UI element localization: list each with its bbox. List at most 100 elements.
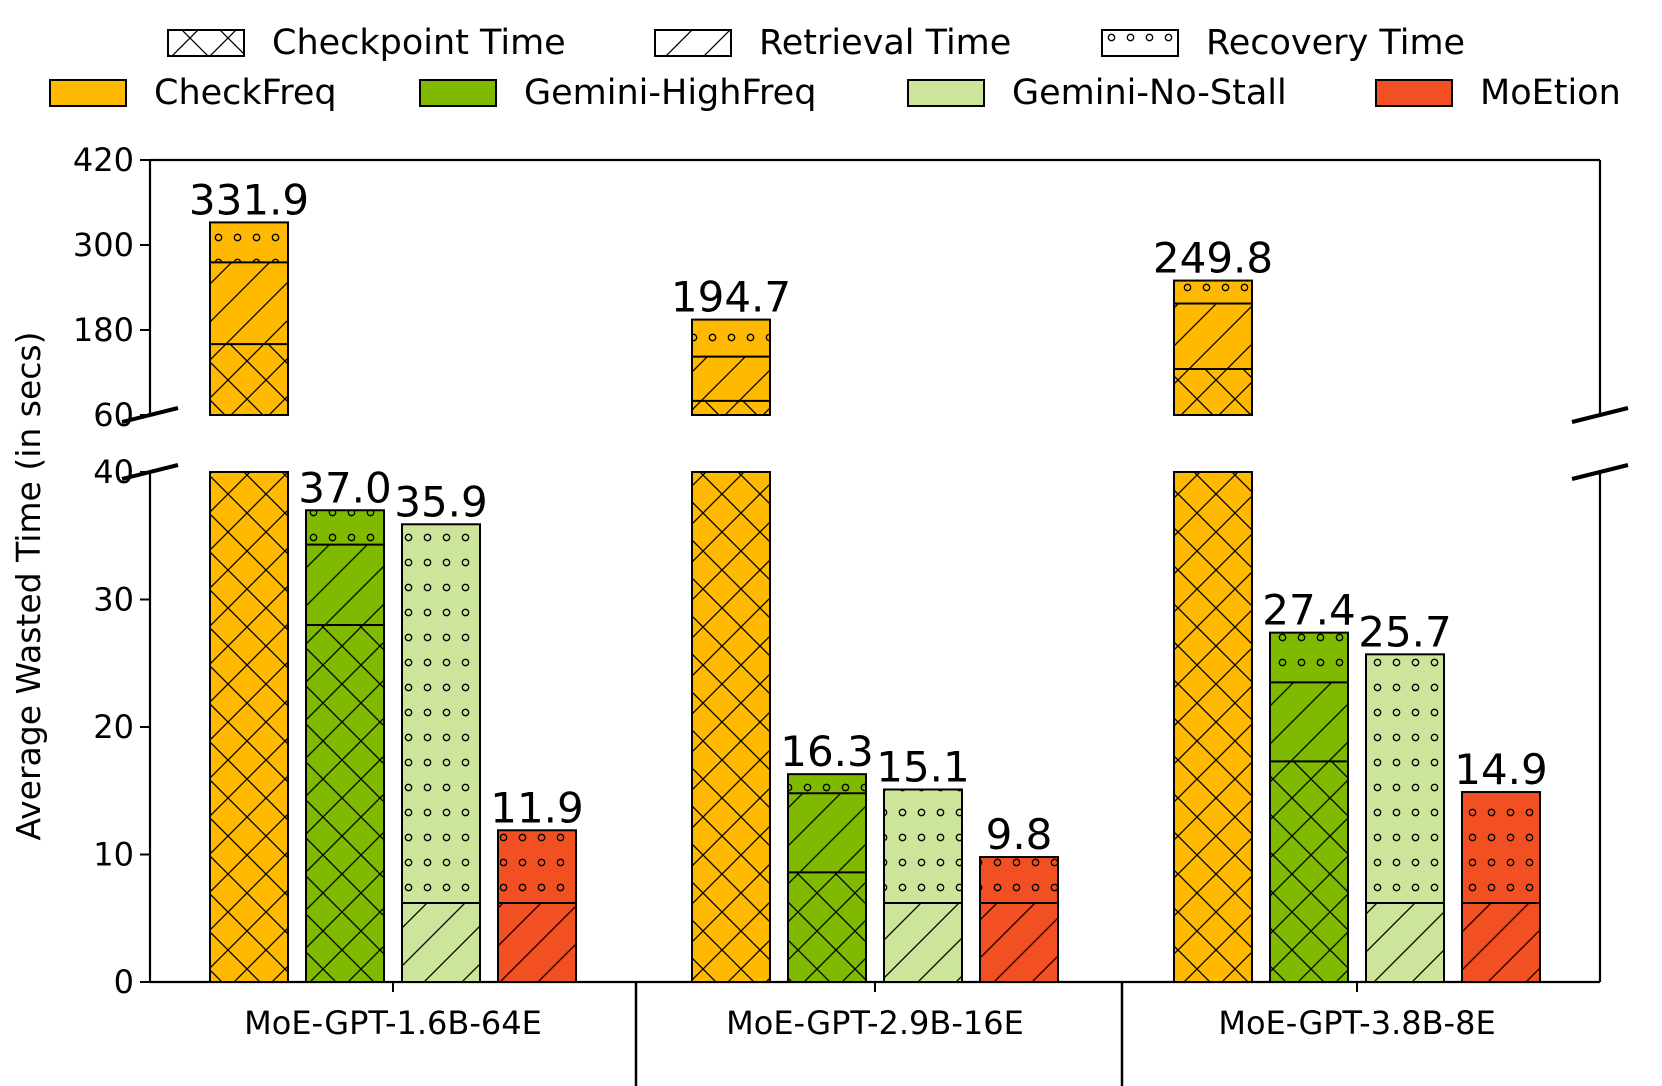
legend-label-series: CheckFreq (154, 73, 337, 113)
bar-upper-outline (209, 221, 289, 416)
bar-segment-retrieval-hatch (1366, 902, 1444, 982)
bar-lower-segment-hatch (1174, 472, 1252, 982)
legend-swatch-recovery (1101, 29, 1179, 57)
bar-segment-recovery-hatch (210, 222, 288, 263)
bar-value-label: 331.9 (189, 175, 309, 224)
y-tick-label: 20 (93, 708, 134, 746)
bar: 11.9 (490, 783, 584, 984)
bar-value-label: 15.1 (876, 742, 970, 791)
legend-swatch-series (49, 79, 127, 107)
bar-segment-retrieval-hatch (1174, 303, 1252, 369)
legend-item-series: MoEtion (1375, 73, 1621, 113)
legend-label-series: Gemini-No-Stall (1012, 73, 1287, 113)
y-tick-label: 420 (73, 141, 134, 179)
legend: Checkpoint Time Retrieval Time Recovery Ti… (49, 23, 1621, 113)
legend-item-recovery: Recovery Time (1101, 23, 1465, 63)
bar-outline (401, 523, 481, 984)
bar-outline (497, 829, 577, 984)
bar-segment-checkpoint-hatch (1174, 368, 1252, 415)
bar-segment-checkpoint-hatch (1270, 761, 1348, 982)
bar-value-label: 194.7 (671, 273, 791, 322)
category-axis: MoE-GPT-1.6B-64E MoE-GPT-2.9B-16E MoE-GPT-… (244, 982, 1496, 1086)
legend-label-checkpoint: Checkpoint Time (272, 23, 566, 63)
bar-segment-checkpoint-hatch (692, 400, 770, 415)
bar-segment-retrieval-hatch (980, 902, 1058, 982)
bar-segment-retrieval-hatch (884, 902, 962, 982)
bar-segment-recovery-hatch (884, 789, 962, 903)
bar-outline (979, 856, 1059, 983)
y-tick-label: 300 (73, 226, 134, 264)
bars: 331.9 37.0 35.9 11.9 194.7 16.3 15.1 9.8 249.8 27… (189, 175, 1548, 984)
legend-swatch-retrieval (654, 29, 732, 57)
bar-segment-recovery-hatch (1270, 632, 1348, 683)
bar-value-label: 27.4 (1262, 586, 1356, 635)
bar-segment-recovery-hatch (1366, 654, 1444, 903)
legend-item-checkpoint: Checkpoint Time (167, 23, 566, 63)
bar-segment-recovery-hatch (498, 830, 576, 903)
bar-segment-retrieval-hatch (210, 262, 288, 345)
bar-segment-retrieval-hatch (788, 793, 866, 873)
bar-segment-recovery-hatch (1462, 792, 1540, 903)
bar-value-label: 16.3 (780, 727, 874, 776)
bar-segment-recovery-hatch (1174, 280, 1252, 304)
legend-label-series: MoEtion (1480, 73, 1621, 113)
bar: 249.8 (1153, 234, 1273, 983)
x-tick-label: MoE-GPT-3.8B-8E (1218, 1004, 1495, 1042)
y-tick-label: 0 (114, 963, 134, 1001)
x-tick-label: MoE-GPT-1.6B-64E (244, 1004, 542, 1042)
legend-item-retrieval: Retrieval Time (654, 23, 1011, 63)
bar-segment-recovery-hatch (402, 524, 480, 903)
legend-label-retrieval: Retrieval Time (759, 23, 1011, 63)
bar-segment-checkpoint-hatch (210, 344, 288, 415)
bar: 194.7 (671, 273, 791, 983)
x-tick-label: MoE-GPT-2.9B-16E (726, 1004, 1024, 1042)
bar: 37.0 (298, 463, 392, 983)
bar: 331.9 (189, 175, 309, 983)
bar-segment-retrieval-hatch (692, 356, 770, 401)
bar: 15.1 (876, 742, 970, 983)
bar-lower-outline (209, 471, 289, 983)
upper-axis-panel: 60 180 300 420 (73, 141, 1629, 434)
bar-outline (1269, 631, 1349, 984)
bar-value-label: 35.9 (394, 477, 488, 526)
bar-outline (787, 773, 867, 983)
y-tick-label: 180 (73, 311, 134, 349)
legend-swatch-series (1375, 79, 1453, 107)
bar: 25.7 (1358, 607, 1452, 983)
axis-break-mark (1571, 406, 1629, 424)
bar-outline (305, 509, 385, 983)
bar-segment-recovery-hatch (306, 510, 384, 545)
bar-lower-outline (1173, 471, 1253, 983)
bar-outline (883, 788, 963, 983)
bar-segment-retrieval-hatch (498, 902, 576, 982)
bar-segment-recovery-hatch (692, 319, 770, 357)
bar: 14.9 (1454, 745, 1548, 984)
bar-upper-outline (691, 318, 771, 416)
bar-lower-outline (691, 471, 771, 983)
bar-outline (1461, 791, 1541, 984)
bar-segment-recovery-hatch (980, 857, 1058, 903)
bar-segment-retrieval-hatch (1270, 682, 1348, 762)
bar-lower-segment-hatch (692, 472, 770, 982)
legend-swatch-checkpoint (167, 29, 245, 57)
bar-outline (1365, 653, 1445, 983)
legend-label-recovery: Recovery Time (1206, 23, 1465, 63)
y-tick-label: 40 (93, 453, 134, 491)
bar-value-label: 249.8 (1153, 234, 1273, 283)
bar-value-label: 11.9 (490, 783, 584, 832)
bar-lower-segment-hatch (210, 472, 288, 982)
legend-swatch-series (419, 79, 497, 107)
legend-item-series: CheckFreq (49, 73, 337, 113)
bar-value-label: 25.7 (1358, 607, 1452, 656)
bar: 9.8 (979, 810, 1059, 983)
y-tick-label: 60 (93, 396, 134, 434)
bar: 35.9 (394, 477, 488, 984)
bar: 27.4 (1262, 586, 1356, 984)
y-axis-label: Average Wasted Time (in secs) (9, 331, 48, 840)
bar-value-label: 37.0 (298, 463, 392, 512)
bar: 16.3 (780, 727, 874, 983)
y-tick-label: 10 (93, 836, 134, 874)
bar-segment-checkpoint-hatch (788, 872, 866, 982)
bar-segment-retrieval-hatch (402, 902, 480, 982)
